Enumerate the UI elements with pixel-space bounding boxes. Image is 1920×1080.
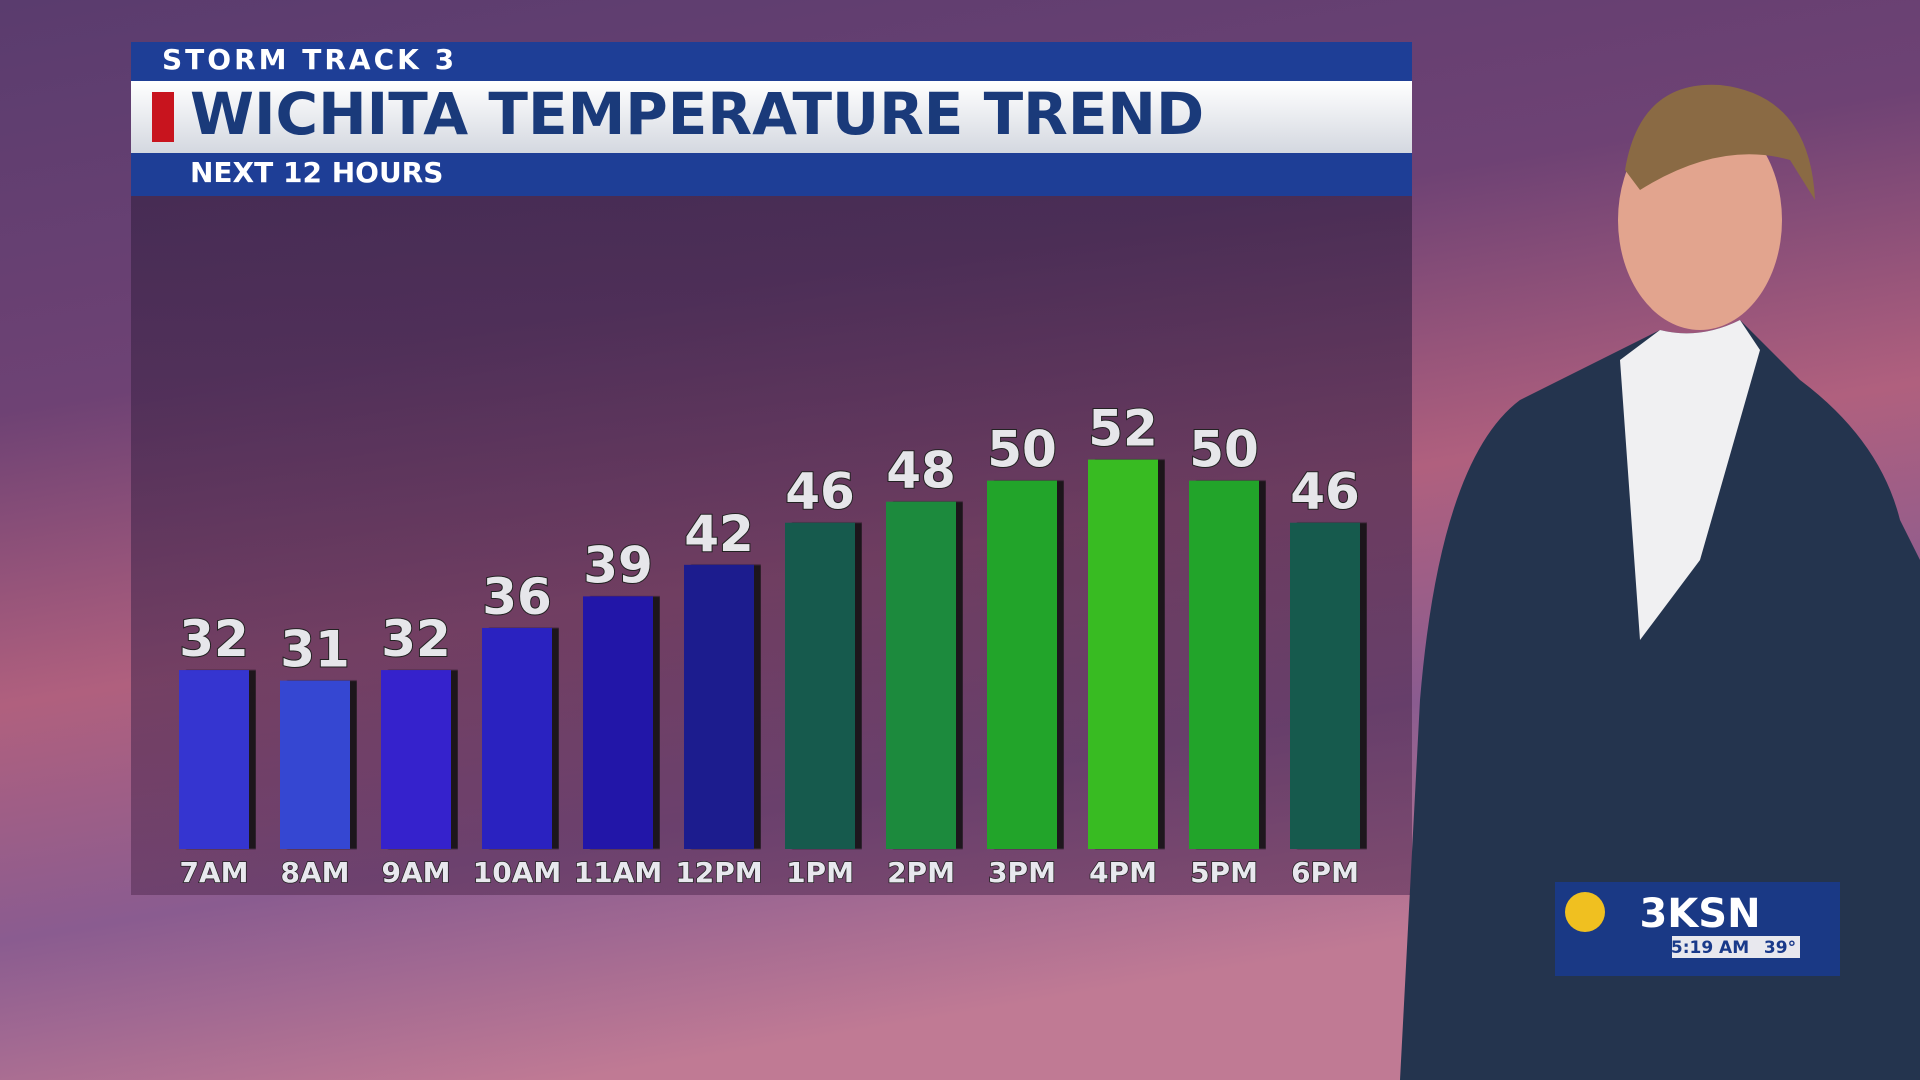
bug-box	[1555, 882, 1840, 976]
title-accent	[152, 92, 174, 142]
value-label: 52	[1088, 400, 1158, 458]
bar	[583, 596, 653, 849]
bar	[1290, 522, 1360, 849]
presenter-shirt	[1620, 320, 1760, 640]
value-label: 36	[482, 568, 552, 626]
network-logo	[1565, 892, 1605, 932]
value-label: 46	[1290, 463, 1360, 521]
title-band	[131, 81, 1412, 153]
bar-group: 32 7AM 31 8AM 32 9AM 36 10AM 39 11AM 42 12PM 46 1PM 48…	[178, 399, 1361, 890]
presenter-hair	[1625, 84, 1815, 200]
value-label: 48	[886, 442, 956, 500]
value-label: 50	[1189, 421, 1259, 479]
x-tick-label: 1PM	[786, 856, 854, 889]
subtitle: NEXT 12 HOURS	[190, 156, 443, 189]
x-tick-label: 7AM	[179, 856, 248, 889]
x-tick-label: 8AM	[280, 856, 349, 889]
value-label: 31	[280, 621, 350, 679]
value-label: 32	[381, 610, 451, 668]
bar	[987, 480, 1057, 849]
x-tick-label: 9AM	[381, 856, 450, 889]
bug-time: 5:19 AM	[1671, 938, 1749, 958]
x-tick-label: 2PM	[887, 856, 955, 889]
bar	[482, 627, 552, 849]
value-label: 42	[684, 505, 754, 563]
value-label: 46	[785, 463, 855, 521]
bar	[886, 501, 956, 849]
header-band	[131, 42, 1412, 81]
bug-temperature: 39°	[1764, 938, 1796, 958]
x-tick-label: 4PM	[1089, 856, 1157, 889]
value-label: 39	[583, 536, 653, 594]
x-tick-label: 10AM	[473, 856, 562, 889]
value-label: 50	[987, 421, 1057, 479]
chart-title: WICHITA TEMPERATURE TREND	[190, 80, 1204, 148]
x-tick-label: 5PM	[1190, 856, 1258, 889]
x-tick-label: 3PM	[988, 856, 1056, 889]
value-label: 32	[179, 610, 249, 668]
x-tick-label: 6PM	[1291, 856, 1359, 889]
x-tick-label: 11AM	[574, 856, 663, 889]
subtitle-band	[131, 153, 1412, 196]
bar	[280, 680, 350, 849]
time-strip	[1672, 936, 1800, 958]
bar	[684, 564, 754, 849]
station-bug: 3KSN 5:19 AM 39°	[1555, 882, 1840, 976]
station-logo: 3KSN	[1639, 891, 1760, 937]
bar	[381, 670, 451, 849]
bar	[1088, 459, 1158, 849]
bar	[785, 522, 855, 849]
bar	[1189, 480, 1259, 849]
x-tick-label: 12PM	[675, 856, 762, 889]
supertitle: STORM TRACK 3	[162, 43, 457, 76]
bar	[179, 670, 249, 849]
